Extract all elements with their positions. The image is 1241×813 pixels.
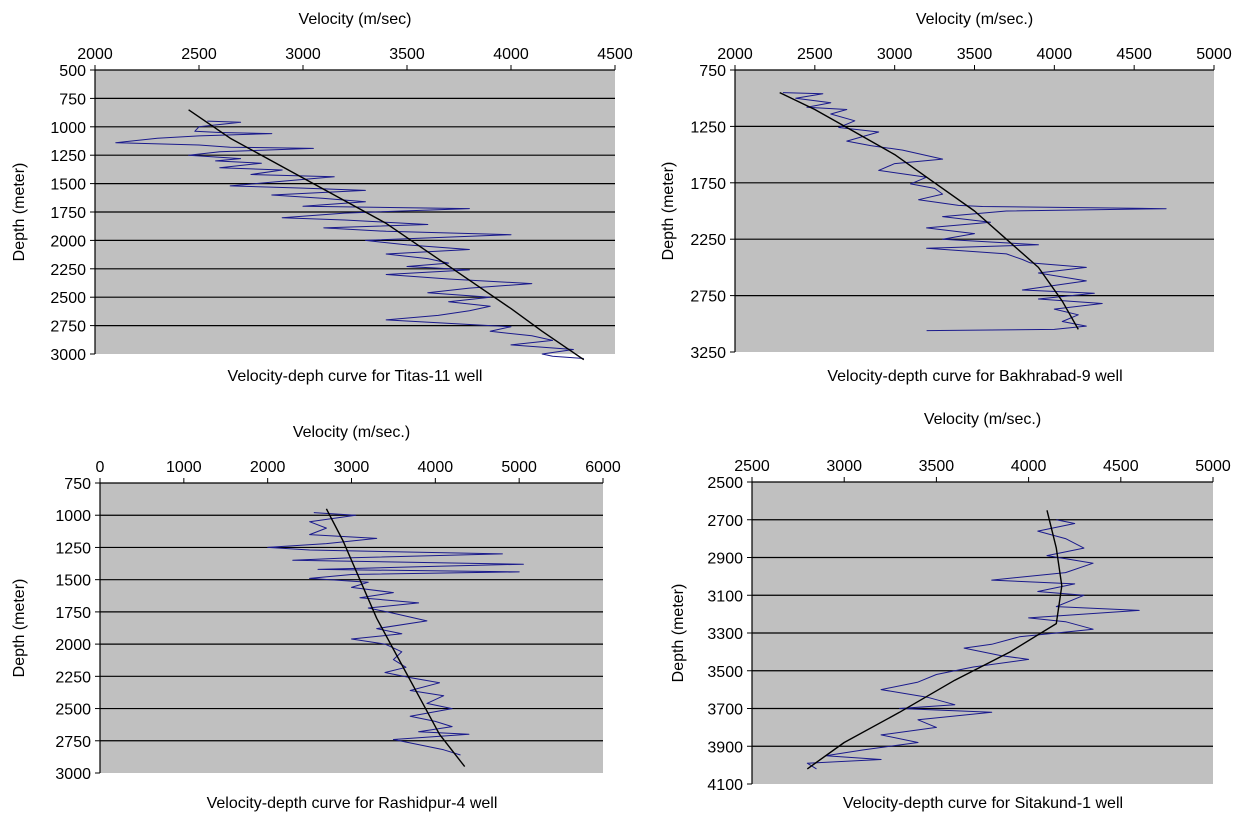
y-tick-label: 2750 bbox=[55, 734, 91, 751]
measured-velocity-line bbox=[782, 92, 1167, 332]
y-tick-label: 2750 bbox=[50, 319, 86, 336]
y-tick-label: 750 bbox=[699, 63, 726, 80]
y-axis-title: Depth (meter) bbox=[11, 579, 28, 678]
y-axis-title: Depth (meter) bbox=[660, 162, 677, 261]
measured-velocity-line bbox=[267, 512, 524, 756]
x-tick-label: 3000 bbox=[877, 46, 913, 63]
trend-line bbox=[806, 510, 1063, 770]
y-tick-label: 3000 bbox=[50, 347, 86, 364]
x-tick-label: 4000 bbox=[1037, 46, 1073, 63]
y-tick-label: 2500 bbox=[50, 290, 86, 307]
trend-line bbox=[779, 91, 1079, 330]
x-tick-label: 4500 bbox=[597, 46, 633, 63]
x-tick-label: 4000 bbox=[418, 459, 454, 476]
y-tick-label: 2250 bbox=[690, 232, 726, 249]
plot-area bbox=[100, 483, 603, 773]
x-tick-label: 5000 bbox=[1195, 458, 1231, 475]
y-tick-label: 3100 bbox=[707, 588, 743, 605]
y-tick-label: 1750 bbox=[55, 605, 91, 622]
x-tick-label: 5000 bbox=[1196, 46, 1232, 63]
x-tick-label: 3500 bbox=[957, 46, 993, 63]
x-tick-label: 2000 bbox=[717, 46, 753, 63]
x-tick-label: 3000 bbox=[334, 459, 370, 476]
caption: Velocity-depth curve for Sitakund-1 well bbox=[843, 795, 1123, 812]
y-tick-label: 2250 bbox=[50, 262, 86, 279]
x-axis-title: Velocity (m/sec.) bbox=[916, 11, 1033, 28]
y-axis-title: Depth (meter) bbox=[670, 584, 687, 683]
y-tick-label: 1000 bbox=[55, 508, 91, 525]
y-tick-label: 2750 bbox=[690, 289, 726, 306]
y-tick-label: 2700 bbox=[707, 513, 743, 530]
y-tick-label: 3000 bbox=[55, 766, 91, 783]
y-tick-label: 3300 bbox=[707, 626, 743, 643]
panel-titas: 2000 2500 3000 3500 4000 4500 500 750 1000 1250 15… bbox=[11, 11, 633, 385]
measured-velocity-line bbox=[806, 519, 1140, 770]
x-tick-label: 2500 bbox=[734, 458, 770, 475]
y-tick-label: 1750 bbox=[50, 205, 86, 222]
y-tick-label: 750 bbox=[64, 476, 91, 493]
measured-velocity-line bbox=[115, 120, 584, 359]
x-tick-label: 4000 bbox=[1011, 458, 1047, 475]
y-tick-label: 1250 bbox=[690, 119, 726, 136]
x-tick-label: 2000 bbox=[250, 459, 286, 476]
x-tick-label: 4000 bbox=[493, 46, 529, 63]
y-tick-label: 2500 bbox=[55, 702, 91, 719]
y-tick-label: 500 bbox=[59, 63, 86, 80]
x-tick-label: 0 bbox=[96, 459, 105, 476]
y-tick-label: 1250 bbox=[55, 540, 91, 557]
y-tick-label: 3900 bbox=[707, 739, 743, 756]
y-tick-label: 2000 bbox=[50, 233, 86, 250]
trend-line bbox=[188, 109, 585, 361]
x-tick-label: 3500 bbox=[919, 458, 955, 475]
y-tick-label: 3500 bbox=[707, 664, 743, 681]
x-tick-label: 3500 bbox=[389, 46, 425, 63]
x-tick-label: 2500 bbox=[797, 46, 833, 63]
x-tick-label: 6000 bbox=[585, 459, 621, 476]
y-tick-label: 750 bbox=[59, 91, 86, 108]
x-tick-label: 2000 bbox=[77, 46, 113, 63]
y-tick-label: 1500 bbox=[55, 573, 91, 590]
y-tick-label: 3700 bbox=[707, 702, 743, 719]
y-tick-label: 3250 bbox=[690, 345, 726, 362]
y-axis-title: Depth (meter) bbox=[11, 163, 28, 262]
y-tick-label: 1500 bbox=[50, 177, 86, 194]
panel-sitakund: 2500 3000 3500 4000 4500 5000 2500 2700 2900 3100… bbox=[670, 411, 1231, 812]
x-tick-label: 5000 bbox=[501, 459, 537, 476]
y-tick-label: 2250 bbox=[55, 669, 91, 686]
x-tick-label: 4500 bbox=[1116, 46, 1152, 63]
panel-bakhrabad: 2000 2500 3000 3500 4000 4500 5000 750 1250 1750 2… bbox=[660, 11, 1232, 385]
y-tick-label: 2500 bbox=[707, 475, 743, 492]
x-tick-label: 2500 bbox=[181, 46, 217, 63]
x-tick-label: 4500 bbox=[1103, 458, 1139, 475]
y-tick-label: 2900 bbox=[707, 551, 743, 568]
y-tick-label: 1250 bbox=[50, 148, 86, 165]
trend-line bbox=[325, 508, 466, 768]
caption: Velocity-deph curve for Titas-11 well bbox=[228, 368, 483, 385]
x-tick-label: 3000 bbox=[285, 46, 321, 63]
y-tick-label: 2000 bbox=[55, 637, 91, 654]
x-tick-label: 1000 bbox=[166, 459, 202, 476]
y-tick-label: 4100 bbox=[707, 777, 743, 794]
caption: Velocity-depth curve for Bakhrabad-9 wel… bbox=[827, 368, 1122, 385]
y-tick-label: 1000 bbox=[50, 120, 86, 137]
x-axis-title: Velocity (m/sec.) bbox=[293, 424, 410, 441]
panel-rashidpur: 0 1000 2000 3000 4000 5000 6000 750 1000 1250 1500… bbox=[11, 424, 621, 812]
caption: Velocity-depth curve for Rashidpur-4 wel… bbox=[207, 795, 498, 812]
x-axis-title: Velocity (m/sec.) bbox=[924, 411, 1041, 428]
x-axis-title: Velocity (m/sec) bbox=[299, 11, 412, 28]
x-tick-label: 3000 bbox=[826, 458, 862, 475]
y-tick-label: 1750 bbox=[690, 176, 726, 193]
